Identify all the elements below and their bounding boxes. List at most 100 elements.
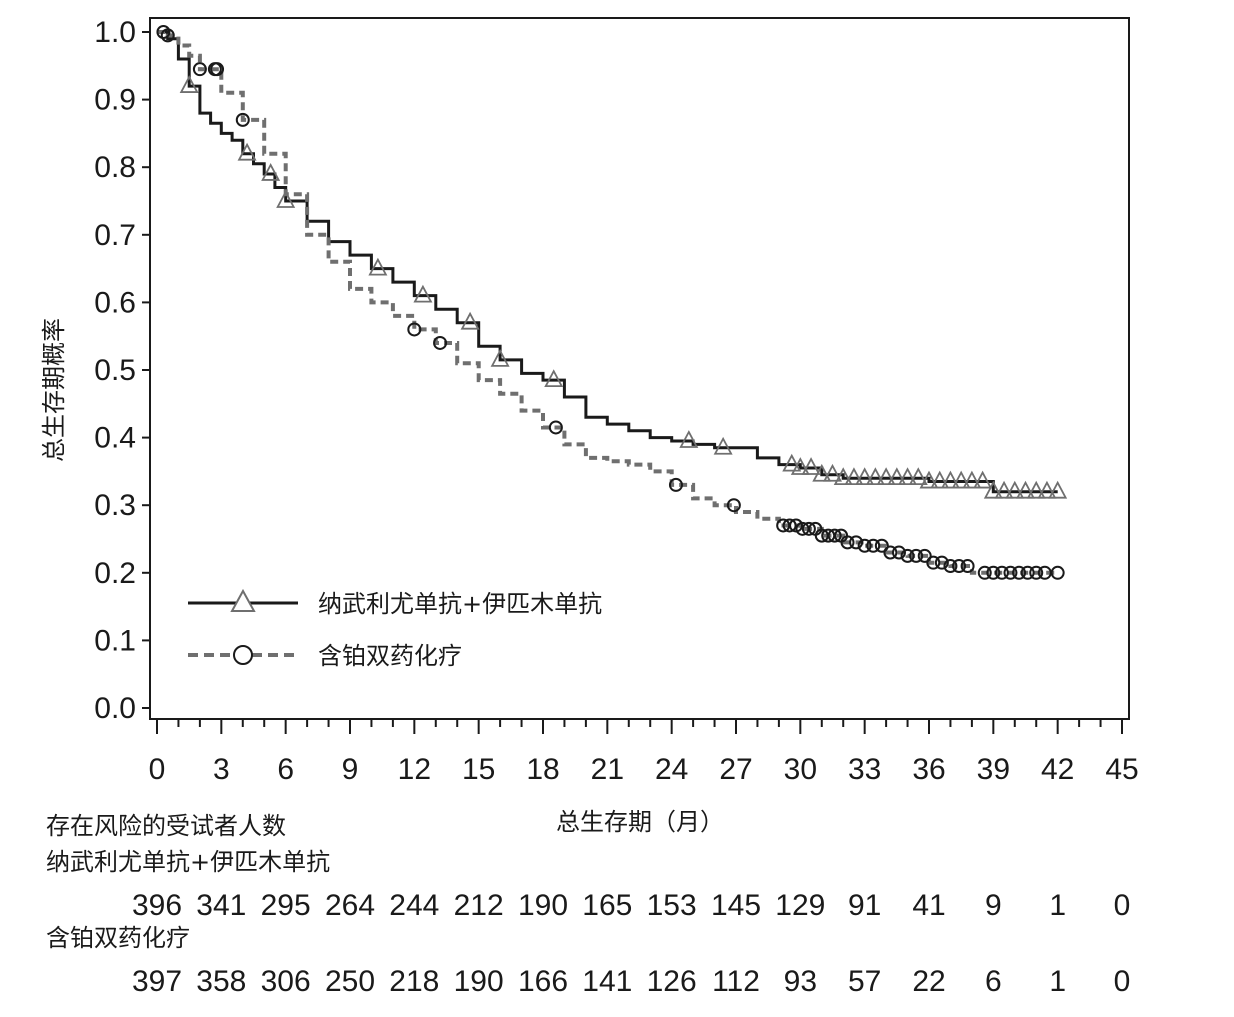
legend: 纳武利尤单抗+伊匹木单抗 含铂双药化疗 [188,588,602,670]
series-1-line [157,30,1058,494]
risk-value: 22 [912,965,945,998]
series-1-censor-mark [490,348,510,367]
series-2-censor-mark [801,521,816,536]
risk-table-title: 存在风险的受试者人数 [46,812,286,840]
series-2-censor-mark [407,322,422,337]
series-2-censor-mark [160,28,175,43]
risk-value: 166 [518,965,568,998]
series-2-censor-mark [192,62,207,77]
series-1-censor-mark [994,480,1014,499]
series-2-censor-mark [994,565,1009,580]
x-tick-label: 24 [655,753,688,786]
risk-value: 129 [775,889,825,922]
y-axis-title: 总生存期概率 [40,318,68,462]
series-2-censor-mark [1020,565,1035,580]
series-2-censor-mark [210,62,225,77]
series-2-censor-mark [849,535,864,550]
risk-value: 0 [1114,889,1131,922]
series-1-censor-mark [276,190,296,208]
risk-value: 57 [848,965,881,998]
y-tick-label: 0.8 [94,151,136,184]
series-2-censor-mark [668,477,683,492]
x-tick-label: 15 [462,753,495,786]
series-1-censor-mark [844,467,864,486]
risk-value: 396 [132,889,182,922]
series-2-censor-mark [960,559,975,574]
x-tick-label: 0 [149,753,166,786]
risk-value: 244 [389,889,439,922]
x-axis-title: 总生存期（月） [556,808,724,836]
series-1-censor-mark [782,453,802,472]
series-2-censor-mark [883,545,898,560]
y-tick-label: 0.9 [94,84,136,117]
series-2-censor-mark [235,112,250,127]
series-1-censor-mark [983,480,1003,499]
series-1-censor-mark [823,463,842,482]
risk-value: 341 [196,889,246,922]
legend-label-series-2: 含铂双药化疗 [318,642,462,670]
series-1-censor-mark [951,470,971,489]
x-axis: 0 3 6 9 12 15 18 21 24 27 30 33 36 39 42 45 [149,719,1139,786]
risk-value: 212 [454,889,504,922]
y-tick-label: 0.0 [94,692,136,725]
risk-value: 358 [196,965,246,998]
x-tick-label: 3 [213,753,230,786]
risk-value: 306 [261,965,311,998]
series-1-censor-mark [1048,480,1068,499]
series-1-censor-mark [1037,480,1057,499]
series-1-censor-mark [833,467,853,486]
series-1-censor-mark [940,470,960,489]
risk-value: 264 [325,889,375,922]
x-tick-label: 30 [784,753,817,786]
risk-row-label-2: 含铂双药化疗 [46,924,190,952]
series-2-censor-mark [827,528,842,543]
series-2-censor-mark [926,555,941,570]
series-1-censor-mark [460,311,480,330]
x-tick-label: 12 [398,753,431,786]
series-2-censor-mark [1050,565,1065,580]
series-2-censor-mark [1012,565,1027,580]
x-tick-label: 39 [977,753,1010,786]
legend-circle-marker [233,645,253,665]
series-1-censor-mark [962,470,982,489]
x-tick-label: 21 [591,753,624,786]
series-2-censor-mark [900,548,915,563]
risk-value: 165 [582,889,632,922]
series-1-censor-mark [237,142,257,161]
series-1-censor-mark [812,463,832,482]
x-tick-label: 6 [277,753,294,786]
series-1-censor-mark [908,467,928,486]
x-tick-label: 18 [526,753,559,786]
series-2-censor-mark [1003,565,1018,580]
y-tick-label: 0.6 [94,286,136,319]
risk-value: 141 [582,965,632,998]
series-2-censor-mark [977,565,992,580]
series-1-censor-mark [919,470,939,489]
y-tick-label: 0.2 [94,557,136,590]
series-2-censor-mark [917,548,932,563]
series-2-censor-mark [874,538,889,553]
series-2-censor-mark [952,559,967,574]
risk-value: 218 [389,965,439,998]
plot-frame [149,17,1130,720]
risk-value: 295 [261,889,311,922]
series-1-censor-mark [930,470,950,489]
series-1-censor-mark [1016,480,1035,499]
series-2-censor-mark [934,555,949,570]
series-2-censor-mark [986,565,1001,580]
x-tick-label: 36 [912,753,945,786]
y-tick-label: 0.1 [94,624,136,657]
risk-value: 9 [985,889,1002,922]
risk-value: 250 [325,965,375,998]
series-1-censor-mark [855,467,875,486]
series-2-censor-mark [857,538,872,553]
series-2-censor-mark [433,335,448,350]
x-tick-label: 42 [1041,753,1074,786]
series-1-censor-mark [368,257,388,276]
series-2-censor-mark [909,548,924,563]
risk-value: 112 [712,965,760,998]
risk-value: 0 [1114,965,1131,998]
series-2-censor-mark [840,535,855,550]
series-2-censor-mark [866,538,881,553]
series-1-censor-mark [887,467,907,486]
